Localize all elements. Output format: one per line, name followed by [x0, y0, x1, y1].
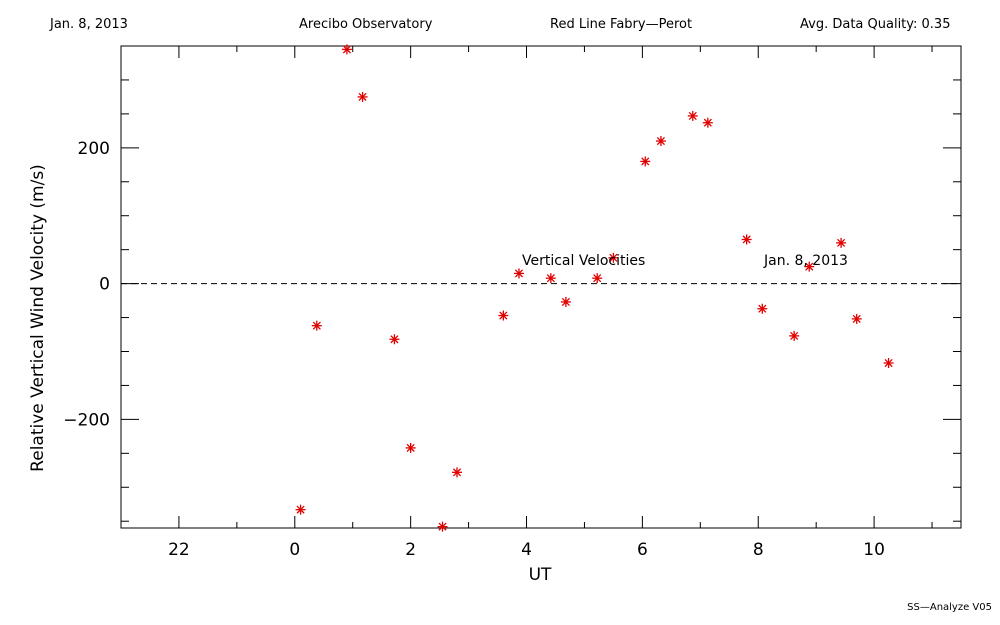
data-point: [498, 310, 509, 321]
x-axis-title: UT: [529, 565, 552, 585]
x-tick-label: 2: [405, 540, 416, 560]
data-point: [405, 442, 416, 453]
x-tick-label: 8: [753, 540, 764, 560]
data-point: [389, 334, 400, 345]
data-point: [437, 521, 448, 532]
data-point: [513, 268, 524, 279]
annotation-date: Jan. 8, 2013: [763, 253, 848, 269]
data-point: [311, 320, 322, 331]
header-site: Arecibo Observatory: [299, 17, 433, 32]
header-instrument: Red Line Fabry—Perot: [550, 17, 693, 32]
data-point: [851, 313, 862, 324]
data-point: [560, 296, 571, 307]
header-quality: Avg. Data Quality: 0.35: [800, 17, 951, 32]
header-date: Jan. 8, 2013: [50, 17, 128, 32]
data-point: [341, 44, 352, 55]
data-point: [357, 91, 368, 102]
data-point: [608, 252, 619, 263]
data-point: [545, 273, 556, 284]
data-point: [640, 156, 651, 167]
data-point: [687, 110, 698, 121]
data-point: [702, 117, 713, 128]
data-point: [789, 330, 800, 341]
data-point: [592, 273, 603, 284]
data-point: [655, 136, 666, 147]
x-tick-label: 22: [168, 540, 190, 560]
y-tick-labels: 200 0 −200: [63, 139, 110, 431]
y-axis-title: Relative Vertical Wind Velocity (m/s): [28, 164, 48, 472]
data-point: [804, 261, 815, 272]
data-point: [836, 237, 847, 248]
y-tick-label: 0: [99, 275, 110, 295]
x-tick-label: 10: [863, 540, 885, 560]
x-tick-labels: 22 0 2 4 6 8 10: [168, 540, 885, 560]
data-point: [883, 358, 894, 369]
x-tick-label: 0: [289, 540, 300, 560]
version-label: SS—Analyze V05: [907, 602, 992, 613]
data-points: [295, 44, 894, 532]
axis-ticks: [120, 45, 961, 528]
x-tick-label: 6: [637, 540, 648, 560]
y-tick-label: −200: [63, 410, 110, 430]
annotation-vertical-velocities: Vertical Velocities: [522, 253, 645, 269]
data-point: [757, 303, 768, 314]
x-tick-label: 4: [521, 540, 532, 560]
plot-frame: [120, 45, 962, 529]
data-point: [452, 467, 462, 478]
y-tick-label: 200: [78, 139, 110, 159]
data-point: [741, 234, 752, 245]
data-point: [295, 504, 306, 515]
